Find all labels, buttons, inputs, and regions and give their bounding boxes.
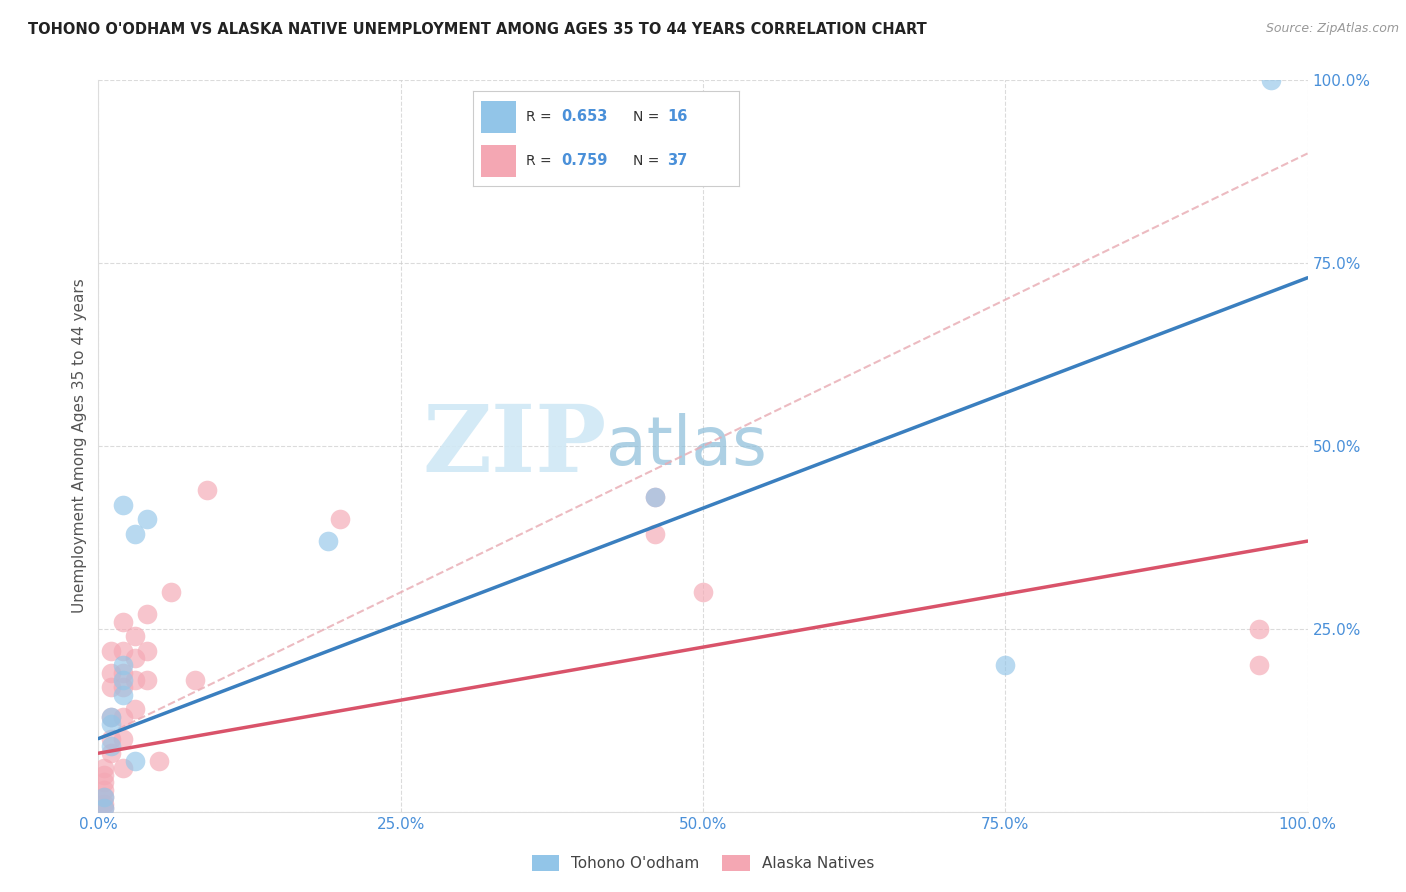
Point (111, 681, 134, 695)
Point (111, 761, 134, 775)
Point (1249, 622, 1271, 636)
Point (93, 801, 115, 815)
Point (124, 702, 146, 716)
Point (644, 490, 666, 504)
Point (93, 801, 115, 815)
Point (124, 629, 146, 643)
Point (100, 746, 122, 760)
Point (195, 483, 218, 497)
Point (100, 739, 122, 753)
Point (93, 775, 115, 789)
Point (111, 709, 134, 723)
Point (111, 644, 134, 658)
Point (100, 644, 122, 658)
Point (100, 717, 122, 731)
Point (111, 615, 134, 629)
Point (93, 782, 115, 797)
Point (644, 526, 666, 541)
Point (93, 790, 115, 805)
Point (160, 585, 183, 599)
Point (93, 797, 115, 812)
Point (100, 731, 122, 746)
Point (111, 665, 134, 680)
Point (124, 673, 146, 687)
Point (111, 688, 134, 702)
Point (135, 673, 157, 687)
Point (644, 490, 666, 504)
Point (93, 790, 115, 805)
Point (184, 673, 207, 687)
Point (100, 709, 122, 723)
Point (1260, 73, 1282, 87)
Point (111, 658, 134, 673)
Point (316, 534, 339, 549)
Point (93, 761, 115, 775)
Point (135, 512, 157, 526)
Legend: Tohono O'odham, Alaska Natives: Tohono O'odham, Alaska Natives (526, 849, 880, 877)
Text: Source: ZipAtlas.com: Source: ZipAtlas.com (1265, 22, 1399, 36)
Point (135, 607, 157, 622)
Text: ZIP: ZIP (422, 401, 606, 491)
Point (994, 658, 1017, 673)
Text: atlas: atlas (606, 413, 768, 479)
Point (124, 526, 146, 541)
Y-axis label: Unemployment Among Ages 35 to 44 years: Unemployment Among Ages 35 to 44 years (72, 278, 87, 614)
Point (111, 731, 134, 746)
Point (100, 665, 122, 680)
Point (100, 681, 122, 695)
Point (111, 498, 134, 512)
Text: TOHONO O'ODHAM VS ALASKA NATIVE UNEMPLOYMENT AMONG AGES 35 TO 44 YEARS CORRELATI: TOHONO O'ODHAM VS ALASKA NATIVE UNEMPLOY… (28, 22, 927, 37)
Point (329, 512, 352, 526)
Point (124, 754, 146, 768)
Point (111, 673, 134, 687)
Point (148, 754, 170, 768)
Point (1249, 658, 1271, 673)
Point (124, 651, 146, 665)
Point (100, 709, 122, 723)
Point (135, 644, 157, 658)
Point (692, 585, 714, 599)
Point (93, 768, 115, 782)
